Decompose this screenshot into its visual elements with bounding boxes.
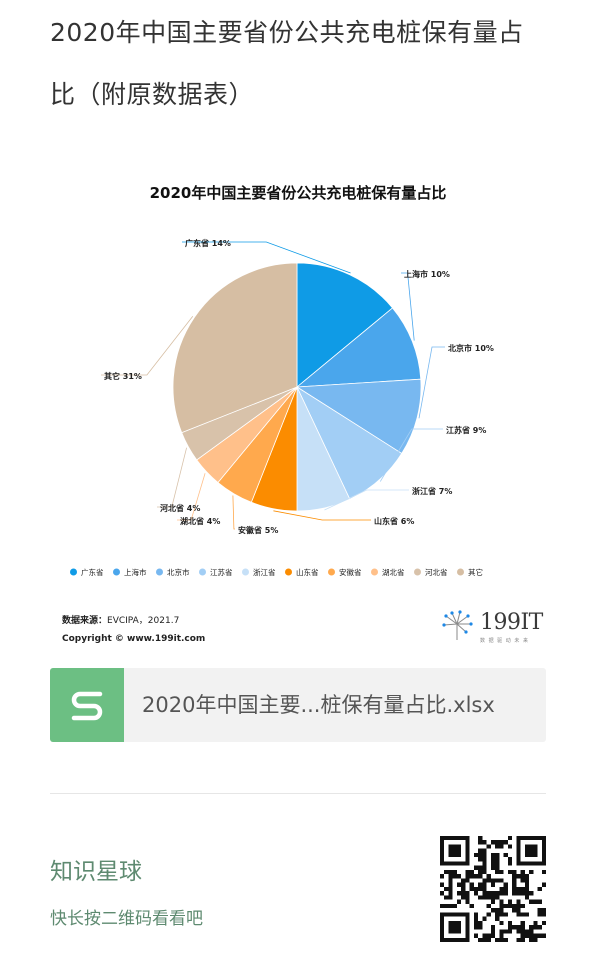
data-label-7: 湖北省 4% xyxy=(180,516,220,526)
legend-marker-5 xyxy=(285,568,292,576)
legend-item-3: 江苏省 xyxy=(199,567,233,577)
legend-marker-4 xyxy=(242,568,249,576)
legend-marker-2 xyxy=(156,568,163,576)
leader-line-7 xyxy=(177,473,206,521)
legend-item-1: 上海市 xyxy=(113,567,147,577)
legend-marker-6 xyxy=(328,568,335,576)
legend-label-3: 江苏省 xyxy=(210,567,233,577)
brand-tagline: 数 据 驱 动 未 来 xyxy=(480,638,529,644)
legend-item-5: 山东省 xyxy=(285,567,319,577)
leader-line-6 xyxy=(232,495,235,530)
article-title-line1: 2020年中国主要省份公共充电桩保有量占 xyxy=(50,18,524,47)
legend-item-6: 安徽省 xyxy=(328,567,362,577)
leader-line-9 xyxy=(101,315,194,376)
data-label-0: 广东省 14% xyxy=(185,238,231,248)
file-attachment[interactable]: 2020年中国主要...桩保有量占比.xlsx xyxy=(50,668,546,742)
chart-title: 2020年中国主要省份公共充电桩保有量占比 xyxy=(150,184,447,202)
source-label: 数据来源： xyxy=(62,616,108,626)
divider xyxy=(50,793,546,794)
leader-line-2 xyxy=(418,346,445,419)
legend-label-6: 安徽省 xyxy=(339,567,362,577)
pie-slice-1 xyxy=(295,307,422,388)
legend-marker-3 xyxy=(199,568,206,576)
data-label-8: 河北省 4% xyxy=(160,503,200,513)
legend-item-7: 湖北省 xyxy=(371,567,405,577)
article-title-line2: 比（附原数据表） xyxy=(50,80,255,109)
legend-label-2: 北京市 xyxy=(167,567,190,577)
legend-item-2: 北京市 xyxy=(156,567,190,577)
qr-code xyxy=(440,836,546,942)
legend-marker-0 xyxy=(70,568,77,576)
planet-subtitle: 快长按二维码看看吧 xyxy=(50,909,203,929)
data-label-4: 浙江省 7% xyxy=(412,486,452,496)
legend-label-8: 河北省 xyxy=(425,567,448,577)
dandelion-icon xyxy=(442,610,473,640)
leader-line-8 xyxy=(157,447,187,508)
pie-slice-0 xyxy=(296,262,394,388)
legend-marker-8 xyxy=(414,568,421,576)
legend-item-0: 广东省 xyxy=(70,567,104,577)
article-title: 2020年中国主要省份公共充电桩保有量占 比（附原数据表） xyxy=(50,2,570,126)
legend-label-4: 浙江省 xyxy=(253,567,276,577)
data-label-5: 山东省 6% xyxy=(374,516,414,526)
source-block: 数据来源：EVCIPA，2021.7 Copyright © www.199it… xyxy=(62,612,205,648)
legend-label-7: 湖北省 xyxy=(382,567,405,577)
leader-line-3 xyxy=(379,428,443,482)
data-label-1: 上海市 10% xyxy=(404,269,450,279)
leader-line-5 xyxy=(273,510,371,521)
data-label-9: 其它 31% xyxy=(104,371,142,381)
leader-line-0 xyxy=(182,241,351,274)
brand-logo: 199IT 数 据 驱 动 未 来 xyxy=(440,610,550,646)
spreadsheet-icon xyxy=(50,668,124,742)
data-label-6: 安徽省 5% xyxy=(238,525,278,535)
legend-item-4: 浙江省 xyxy=(242,567,276,577)
legend-item-8: 河北省 xyxy=(414,567,448,577)
legend-marker-9 xyxy=(457,568,464,576)
legend-label-0: 广东省 xyxy=(81,567,104,577)
legend-marker-1 xyxy=(113,568,120,576)
leader-line-1 xyxy=(401,272,415,341)
leader-line-4 xyxy=(324,489,409,511)
legend-label-1: 上海市 xyxy=(124,567,147,577)
file-name: 2020年中国主要...桩保有量占比.xlsx xyxy=(142,693,495,717)
legend-label-5: 山东省 xyxy=(296,567,319,577)
legend-marker-7 xyxy=(371,568,378,576)
data-label-3: 江苏省 9% xyxy=(446,425,486,435)
legend-item-9: 其它 xyxy=(457,567,483,577)
pie-slice-9 xyxy=(172,262,298,434)
chart-image: 2020年中国主要省份公共充电桩保有量占比 广东省 14% 上海市 10% 北京市 … xyxy=(50,150,550,660)
brand-name: 199IT xyxy=(480,610,543,635)
pie-slice-2 xyxy=(295,378,422,454)
source-text: EVCIPA，2021.7 xyxy=(107,616,180,626)
copyright-text: Copyright © www.199it.com xyxy=(62,634,206,644)
planet-title: 知识星球 xyxy=(50,859,142,885)
pie-chart: 2020年中国主要省份公共充电桩保有量占比 广东省 14% 上海市 10% 北京市 … xyxy=(70,184,494,577)
legend-label-9: 其它 xyxy=(468,567,483,577)
data-label-2: 北京市 10% xyxy=(448,343,494,353)
